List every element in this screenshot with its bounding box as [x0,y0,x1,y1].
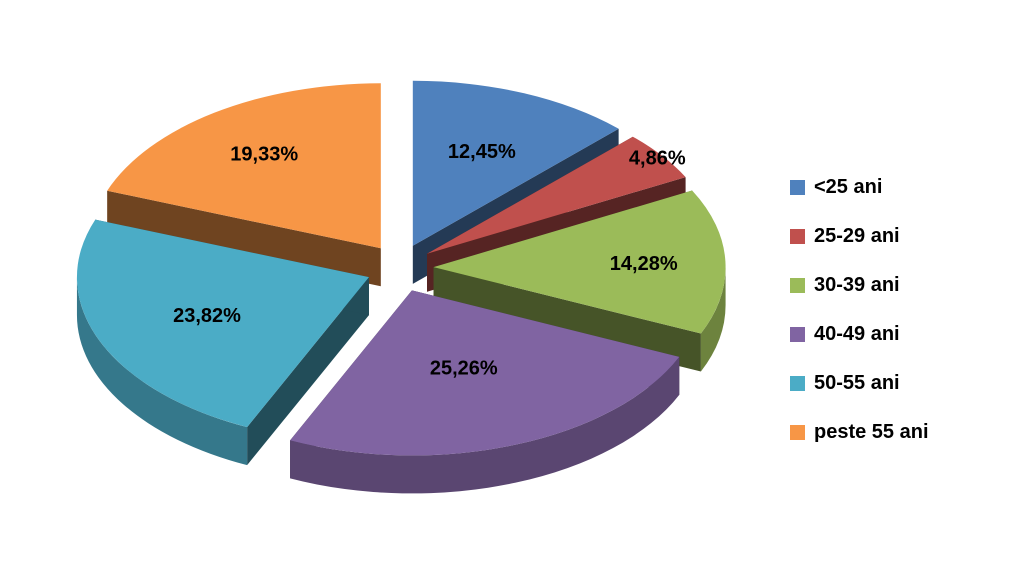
legend-swatch [790,229,805,244]
legend-item-50-55-ani: 50-55 ani [790,359,1010,408]
slice-side-peste-55-ani [107,190,381,287]
slice-side-50-55-ani [247,277,369,466]
legend-item-30-39-ani: 30-39 ani [790,261,1010,310]
legend-swatch [790,425,805,440]
pie-slices [76,80,726,494]
legend-item-25-ani: <25 ani [790,163,1010,212]
slice-40-49-ani [290,290,680,494]
slice-rim-40-49-ani [290,356,680,494]
slice-peste-55-ani [107,83,381,287]
legend-swatch [790,278,805,293]
legend-label: 40-49 ani [814,323,900,345]
data-label-peste-55-ani: 19,33% [230,143,298,165]
slice-50-55-ani [76,219,369,466]
slice-rim-30-39-ani [700,267,726,372]
slice-top-25-ani [412,80,619,246]
legend-label: 50-55 ani [814,372,900,394]
legend-swatch [790,180,805,195]
legend-label: 30-39 ani [814,274,900,296]
data-label-25-ani: 12,45% [448,141,516,163]
data-labels: 12,45% 4,86% 14,28% 25,26% 23,82% 19,33% [173,141,686,379]
legend-item-peste-55-ani: peste 55 ani [790,408,1010,457]
slice-side-30-39-ani [433,267,701,372]
data-label-25-29-ani: 4,86% [629,148,686,170]
data-label-30-39-ani: 14,28% [610,253,678,275]
legend-swatch [790,376,805,391]
legend-item-40-49-ani: 40-49 ani [790,310,1010,359]
data-label-50-55-ani: 23,82% [173,305,241,327]
slice-top-30-39-ani [433,190,726,334]
legend-label: 25-29 ani [814,225,900,247]
slice-top-25-29-ani [427,136,686,254]
slice-rim-50-55-ani [76,277,248,466]
legend-label: peste 55 ani [814,421,929,443]
legend: <25 ani 25-29 ani 30-39 ani 40-49 ani 50-55 … [790,163,1010,457]
legend-swatch [790,327,805,342]
slice-top-50-55-ani [76,219,369,428]
slice-top-peste-55-ani [107,83,381,249]
slice-30-39-ani [433,190,726,372]
data-label-40-49-ani: 25,26% [430,358,498,380]
legend-item-25-29-ani: 25-29 ani [790,212,1010,261]
slice-top-40-49-ani [290,290,680,456]
legend-label: <25 ani [814,176,883,198]
